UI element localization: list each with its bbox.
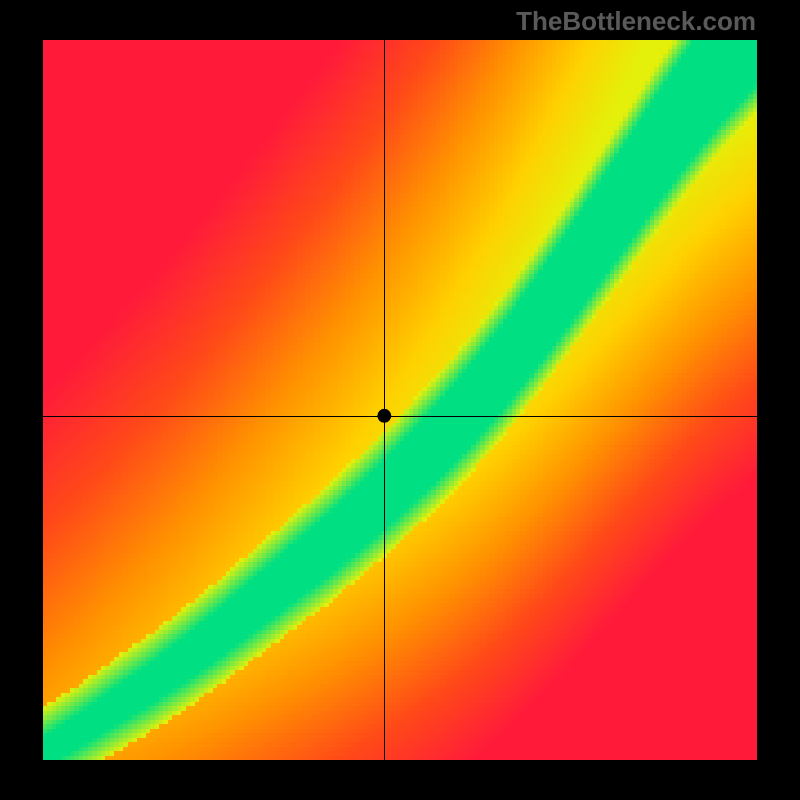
chart-container: TheBottleneck.com — [0, 0, 800, 800]
bottleneck-heatmap-canvas — [0, 0, 800, 800]
watermark-text: TheBottleneck.com — [516, 6, 756, 37]
